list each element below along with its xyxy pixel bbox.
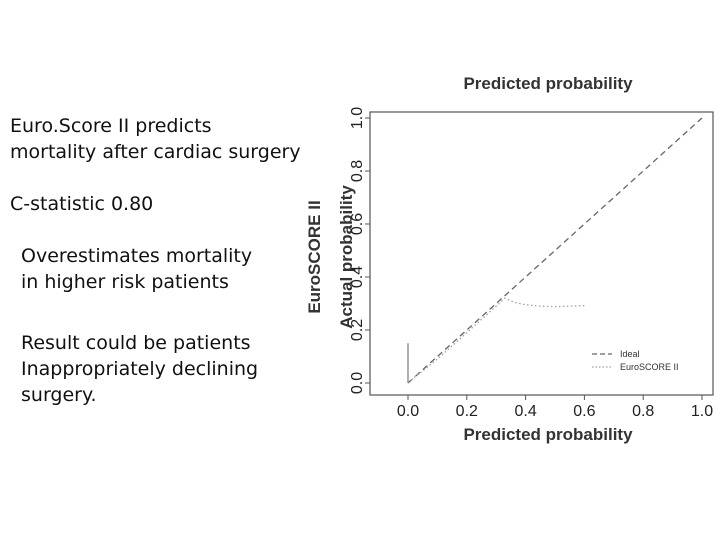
- y-tick-label: 0.6: [349, 213, 366, 235]
- y-axis-outer-label: EuroSCORE II: [305, 200, 324, 313]
- x-tick-label: 1.0: [691, 403, 713, 420]
- x-tick-label: 0.0: [397, 403, 419, 420]
- bullet-result: Result could be patients Inappropriately…: [21, 332, 259, 406]
- y-tick-label: 0.0: [349, 372, 366, 394]
- legend-label: Ideal: [620, 349, 640, 359]
- y-tick-label: 0.2: [349, 319, 366, 341]
- x-axis-label: Predicted probability: [463, 425, 633, 444]
- y-tick-label: 1.0: [349, 107, 366, 129]
- chart-top-title: Predicted probability: [463, 74, 633, 93]
- y-tick-label: 0.8: [349, 160, 366, 182]
- x-tick-label: 0.4: [514, 403, 536, 420]
- series-line-euroscore-ii: [407, 297, 585, 384]
- y-tick-label: 0.4: [349, 266, 366, 288]
- bullet-euroscore-predicts: Euro.Score II predicts mortality after c…: [10, 115, 301, 163]
- x-tick-label: 0.8: [632, 403, 654, 420]
- legend-label: EuroSCORE II: [620, 362, 679, 372]
- x-tick-label: 0.2: [456, 403, 478, 420]
- series-line-ideal: [407, 117, 703, 384]
- x-tick-label: 0.6: [573, 403, 595, 420]
- bullet-c-statistic: C-statistic 0.80: [10, 193, 154, 215]
- plot-frame: [369, 111, 714, 396]
- bullet-overestimates: Overestimates mortality in higher risk p…: [21, 245, 253, 293]
- y-axis-label: Actual probability: [337, 185, 356, 329]
